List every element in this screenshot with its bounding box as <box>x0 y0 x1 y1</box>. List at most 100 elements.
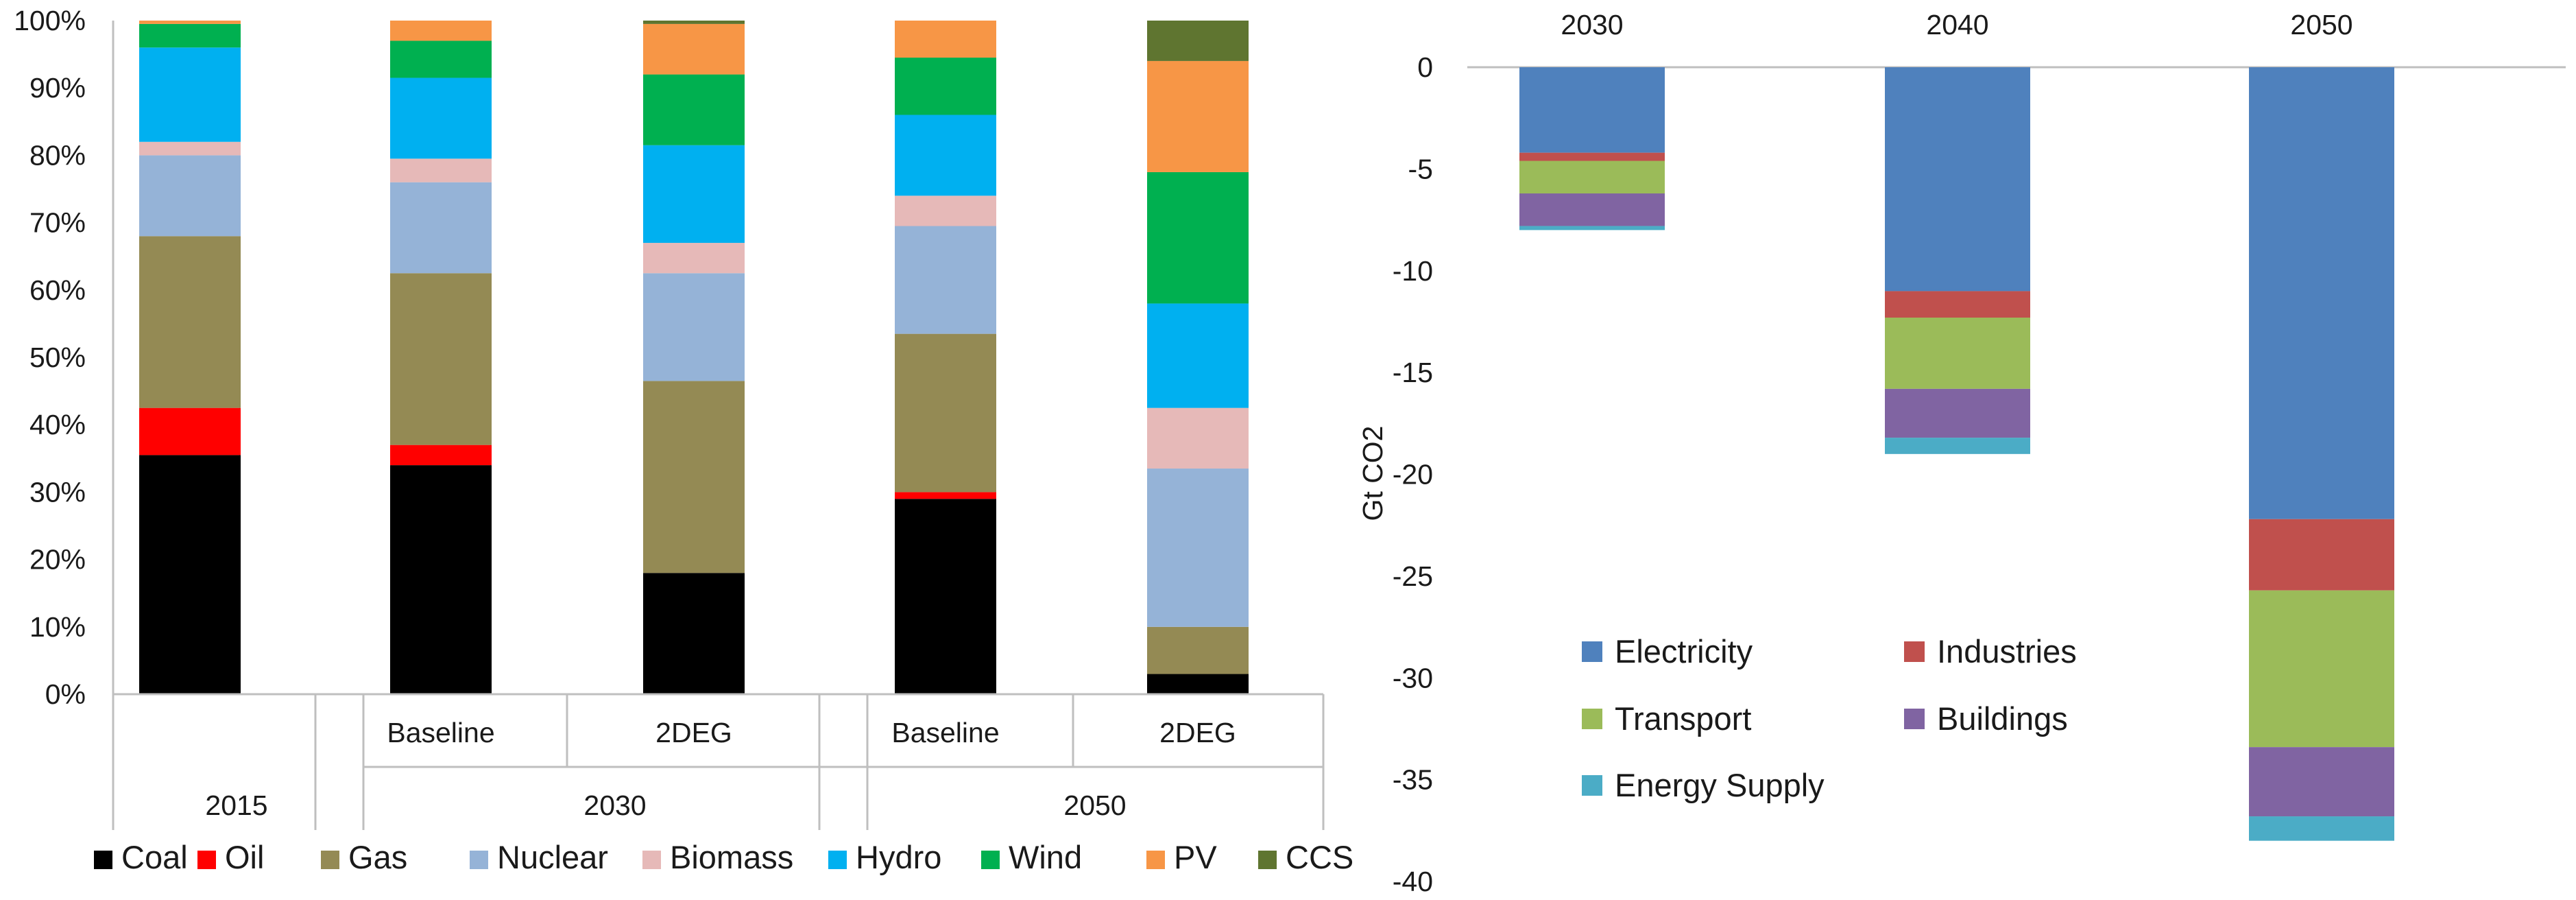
bar-segment-industries-2040 <box>1885 291 2030 318</box>
y-axis-title: Gt CO2 <box>1357 426 1388 521</box>
x-scenario-label: Baseline <box>387 717 494 748</box>
bar-segment-pv-2015 <box>139 21 241 24</box>
legend-label-nuclear: Nuclear <box>497 839 608 875</box>
legend-label-energy-supply: Energy Supply <box>1615 767 1825 803</box>
bar-segment-buildings-2050 <box>2249 747 2394 817</box>
y-tick-label: -25 <box>1393 560 1433 592</box>
bar-segment-coal-2deg-2050 <box>1147 674 1249 694</box>
y-tick-label: -40 <box>1393 866 1433 897</box>
bar-segment-pv-baseline-2030 <box>390 21 492 41</box>
y-tick-label: 50% <box>29 342 86 373</box>
legend-swatch-ccs <box>1258 851 1277 869</box>
bar-segment-ccs-2deg-2030 <box>643 21 745 24</box>
bar-segment-coal-baseline-2050 <box>895 499 996 694</box>
x-scenario-label: Baseline <box>891 717 999 748</box>
bar-segment-oil-2015 <box>139 407 241 455</box>
legend-label-transport: Transport <box>1615 700 1751 737</box>
bar-segment-wind-baseline-2050 <box>895 58 996 115</box>
bar-segment-pv-2deg-2050 <box>1147 60 1249 172</box>
legend-swatch-hydro <box>828 851 847 869</box>
bar-segment-energy-supply-2040 <box>1885 438 2030 454</box>
bar-segment-biomass-2deg-2030 <box>643 243 745 274</box>
legend-label-biomass: Biomass <box>670 839 793 875</box>
y-tick-label: -30 <box>1393 662 1433 694</box>
bar-segment-hydro-baseline-2030 <box>390 78 492 159</box>
bar-segment-nuclear-2deg-2050 <box>1147 469 1249 627</box>
legend-swatch-biomass <box>642 851 661 869</box>
legend-label-wind: Wind <box>1009 839 1082 875</box>
x-tick-label: 2040 <box>1926 9 1988 40</box>
bar-segment-buildings-2030 <box>1519 193 1665 226</box>
y-tick-label: 60% <box>29 274 86 306</box>
y-tick-label: -15 <box>1393 357 1433 388</box>
legend-label-ccs: CCS <box>1286 839 1353 875</box>
legend-label-pv: PV <box>1174 839 1217 875</box>
bar-segment-gas-2deg-2050 <box>1147 626 1249 674</box>
y-tick-label: 90% <box>29 72 86 104</box>
bar-segment-transport-2050 <box>2249 590 2394 748</box>
y-tick-label: 0 <box>1417 51 1433 83</box>
legend-label-electricity: Electricity <box>1615 633 1753 670</box>
legend-swatch-wind <box>981 851 1000 869</box>
y-tick-label: -20 <box>1393 459 1433 490</box>
legend-label-hydro: Hydro <box>856 839 941 875</box>
bar-segment-pv-2deg-2030 <box>643 23 745 75</box>
bar-segment-nuclear-2deg-2030 <box>643 273 745 381</box>
bar-segment-hydro-2015 <box>139 47 241 142</box>
bar-segment-nuclear-baseline-2030 <box>390 182 492 274</box>
y-tick-label: 0% <box>45 678 86 710</box>
bar-segment-nuclear-baseline-2050 <box>895 226 996 334</box>
legend-swatch-gas <box>321 851 339 869</box>
bar-segment-wind-2deg-2050 <box>1147 171 1249 304</box>
bar-segment-buildings-2040 <box>1885 388 2030 438</box>
bar-segment-gas-2deg-2030 <box>643 381 745 573</box>
bar-segment-energy-supply-2030 <box>1519 226 1665 230</box>
x-group-label: 2030 <box>583 790 646 821</box>
y-tick-label: 40% <box>29 409 86 440</box>
legend-label-buildings: Buildings <box>1937 700 2068 737</box>
bar-segment-gas-baseline-2030 <box>390 273 492 445</box>
bar-segment-hydro-baseline-2050 <box>895 115 996 196</box>
y-tick-label: 20% <box>29 544 86 576</box>
bar-segment-wind-2deg-2030 <box>643 74 745 145</box>
legend-swatch-transport <box>1582 709 1602 729</box>
legend-label-oil: Oil <box>225 839 264 875</box>
bar-segment-nuclear-2015 <box>139 155 241 237</box>
legend-label-industries: Industries <box>1937 633 2077 670</box>
bar-segment-biomass-2deg-2050 <box>1147 407 1249 469</box>
x-group-label: 2015 <box>205 790 267 821</box>
x-tick-label: 2030 <box>1561 9 1623 40</box>
y-tick-label: 10% <box>29 611 86 643</box>
y-tick-label: 100% <box>14 5 86 36</box>
x-group-label: 2050 <box>1063 790 1126 821</box>
bar-segment-biomass-baseline-2050 <box>895 196 996 226</box>
legend-label-coal: Coal <box>121 839 188 875</box>
bar-segment-energy-supply-2050 <box>2249 816 2394 841</box>
y-tick-label: -5 <box>1408 153 1433 185</box>
bar-segment-wind-2015 <box>139 23 241 48</box>
bar-segment-coal-baseline-2030 <box>390 465 492 694</box>
bar-segment-biomass-baseline-2030 <box>390 158 492 182</box>
legend-swatch-coal <box>94 851 112 869</box>
bar-segment-coal-2deg-2030 <box>643 573 745 694</box>
legend-swatch-nuclear <box>470 851 488 869</box>
x-tick-label: 2050 <box>2290 9 2352 40</box>
legend-swatch-pv <box>1146 851 1165 869</box>
legend-swatch-buildings <box>1904 709 1925 729</box>
bar-segment-hydro-2deg-2050 <box>1147 303 1249 408</box>
x-scenario-label: 2DEG <box>1159 717 1236 748</box>
bar-segment-transport-2040 <box>1885 318 2030 389</box>
bar-segment-industries-2030 <box>1519 152 1665 161</box>
legend-label-gas: Gas <box>348 839 407 875</box>
bar-segment-oil-baseline-2050 <box>895 492 996 499</box>
bar-segment-electricity-2040 <box>1885 67 2030 292</box>
bar-segment-gas-2015 <box>139 236 241 408</box>
bar-segment-electricity-2030 <box>1519 67 1665 153</box>
y-tick-label: 30% <box>29 476 86 508</box>
bar-segment-industries-2050 <box>2249 519 2394 591</box>
bar-segment-electricity-2050 <box>2249 67 2394 519</box>
y-tick-label: -35 <box>1393 764 1433 796</box>
emission-reduction-chart: 0 -5 -10 -15 -20 -25 -30 -35 -40 Gt CO2 2030 2040 20… <box>1357 9 2566 897</box>
